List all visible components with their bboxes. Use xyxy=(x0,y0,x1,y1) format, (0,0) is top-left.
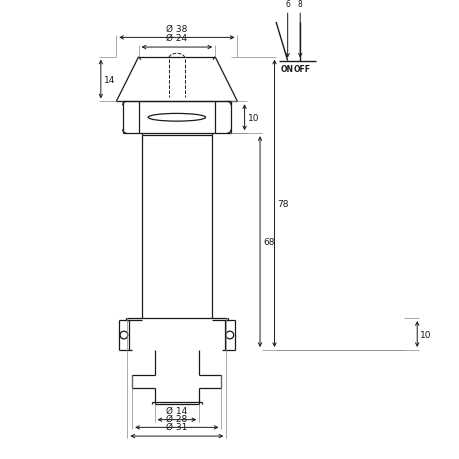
Text: 68: 68 xyxy=(263,238,274,246)
Text: Ø 28: Ø 28 xyxy=(166,414,187,423)
Text: Ø 31: Ø 31 xyxy=(166,422,187,431)
Text: 78: 78 xyxy=(277,199,288,208)
Text: 6: 6 xyxy=(285,0,290,9)
Text: 10: 10 xyxy=(247,113,258,123)
Text: Ø 38: Ø 38 xyxy=(166,24,187,34)
Text: 14: 14 xyxy=(104,75,115,84)
Text: Ø 14: Ø 14 xyxy=(166,406,187,415)
Text: 10: 10 xyxy=(419,330,431,339)
Text: 8: 8 xyxy=(297,0,302,9)
Text: ON: ON xyxy=(280,65,292,74)
Text: OFF: OFF xyxy=(293,65,310,74)
Text: Ø 24: Ø 24 xyxy=(166,34,187,43)
